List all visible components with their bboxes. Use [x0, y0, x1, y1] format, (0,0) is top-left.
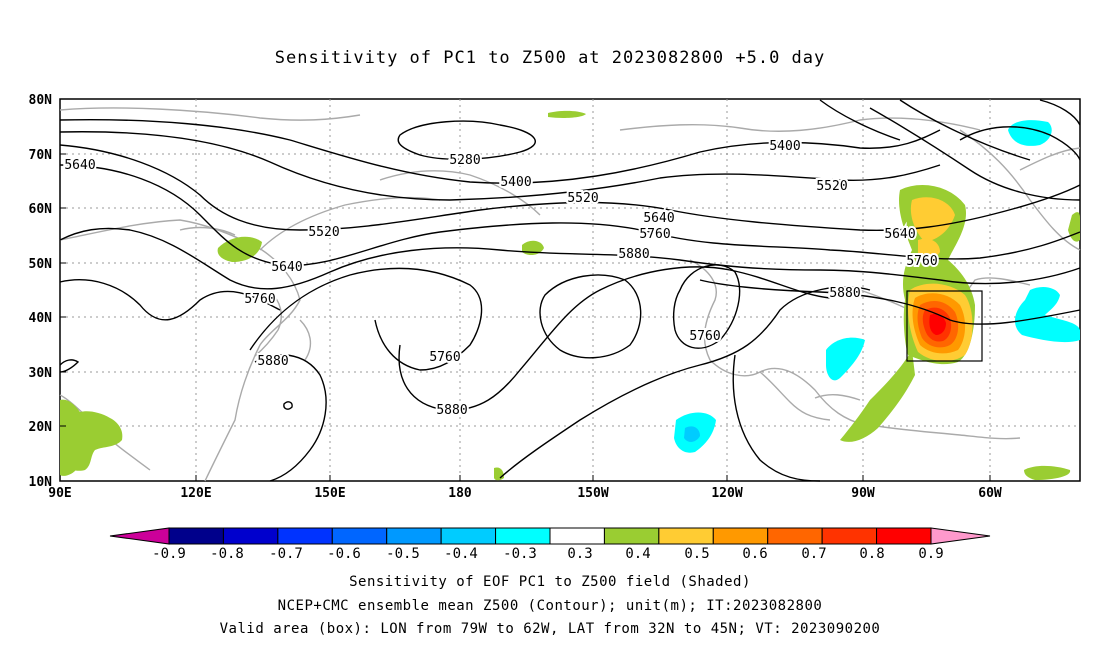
colorbar-label: -0.7 [269, 546, 303, 562]
sensitivity-shading [60, 110, 1080, 481]
caption-line-2: NCEP+CMC ensemble mean Z500 (Contour); u… [277, 598, 823, 614]
contour-label: 5880 [257, 354, 288, 369]
lat-label: 50N [29, 257, 53, 272]
colorbar-label: 0.7 [801, 546, 826, 562]
colorbar-box [658, 527, 714, 545]
contour-label: 5760 [639, 227, 670, 242]
z500-contours [59, 99, 1081, 482]
colorbar-label: -0.5 [386, 546, 420, 562]
contour-label: 5400 [769, 139, 800, 154]
caption-line-1: Sensitivity of EOF PC1 to Z500 field (Sh… [349, 574, 751, 590]
contour-label: 5880 [829, 286, 860, 301]
lon-label: 120W [711, 486, 742, 501]
contour-label: 5880 [618, 247, 649, 262]
lon-label: 60W [978, 486, 1002, 501]
colorbar-box [440, 527, 497, 545]
contour-label-group: 5280 5400 5400 5520 5520 5520 5640 5640 … [62, 137, 939, 420]
colorbar-low-end [109, 527, 170, 545]
lat-label: 30N [29, 366, 53, 381]
colorbar-label: -0.9 [152, 546, 186, 562]
contour-label: 5520 [308, 225, 339, 240]
colorbar-label: -0.8 [210, 546, 244, 562]
contour-label: 5520 [816, 179, 847, 194]
colorbar-box [495, 527, 551, 545]
colorbar-box [712, 527, 769, 545]
contour-label: 5760 [429, 350, 460, 365]
lat-labels: 80N 70N 60N 50N 40N 30N 20N 10N [29, 93, 53, 490]
colorbar-boxes [168, 527, 932, 545]
colorbar-box [603, 527, 660, 545]
lat-label: 10N [29, 475, 53, 490]
lat-label: 80N [29, 93, 53, 108]
colorbar-box [549, 527, 605, 545]
contour-label: 5640 [643, 211, 674, 226]
lon-label: 90E [48, 486, 71, 501]
colorbar-box [222, 527, 279, 545]
lat-label: 40N [29, 311, 53, 326]
colorbar-label: 0.5 [684, 546, 709, 562]
contour-label: 5760 [906, 254, 937, 269]
lon-label: 90W [851, 486, 875, 501]
colorbar-label: -0.6 [327, 546, 361, 562]
colorbar-label: -0.3 [503, 546, 537, 562]
lon-label: 150W [577, 486, 608, 501]
contour-label: 5640 [271, 260, 302, 275]
colorbar-box [386, 527, 442, 545]
contour-label: 5760 [689, 329, 720, 344]
colorbar: -0.9 -0.8 -0.7 -0.6 -0.5 -0.4 -0.3 0.3 0… [109, 527, 991, 562]
lon-label: 120E [180, 486, 211, 501]
colorbar-box [277, 527, 333, 545]
contour-label: 5640 [64, 158, 95, 173]
colorbar-box [331, 527, 388, 545]
colorbar-label: 0.4 [625, 546, 650, 562]
lat-label: 60N [29, 202, 53, 217]
lat-label: 70N [29, 148, 53, 163]
contour-label: 5280 [449, 153, 480, 168]
colorbar-labels: -0.9 -0.8 -0.7 -0.6 -0.5 -0.4 -0.3 0.3 0… [152, 546, 944, 562]
contour-label: 5640 [884, 227, 915, 242]
colorbar-label: 0.3 [567, 546, 592, 562]
colorbar-box [767, 527, 823, 545]
colorbar-label: 0.9 [918, 546, 943, 562]
contour-label: 5760 [244, 292, 275, 307]
map-title: Sensitivity of PC1 to Z500 at 2023082800… [274, 48, 826, 68]
caption-line-3: Valid area (box): LON from 79W to 62W, L… [219, 621, 881, 637]
contour-label: 5520 [567, 191, 598, 206]
valid-area-box [906, 290, 983, 362]
colorbar-label: 0.8 [859, 546, 884, 562]
axis-ticks [60, 98, 991, 482]
map-frame [59, 98, 1081, 482]
lon-label: 150E [314, 486, 345, 501]
colorbar-box [821, 527, 878, 545]
lon-labels: 90E 120E 150E 180 150W 120W 90W 60W [48, 486, 1002, 501]
lat-label: 20N [29, 420, 53, 435]
contour-label: 5880 [436, 403, 467, 418]
colorbar-box [168, 527, 224, 545]
colorbar-label: 0.6 [742, 546, 767, 562]
colorbar-box [876, 527, 932, 545]
colorbar-high-end [930, 527, 991, 545]
contour-label: 5400 [500, 175, 531, 190]
lon-label: 180 [448, 486, 472, 501]
colorbar-label: -0.4 [444, 546, 478, 562]
